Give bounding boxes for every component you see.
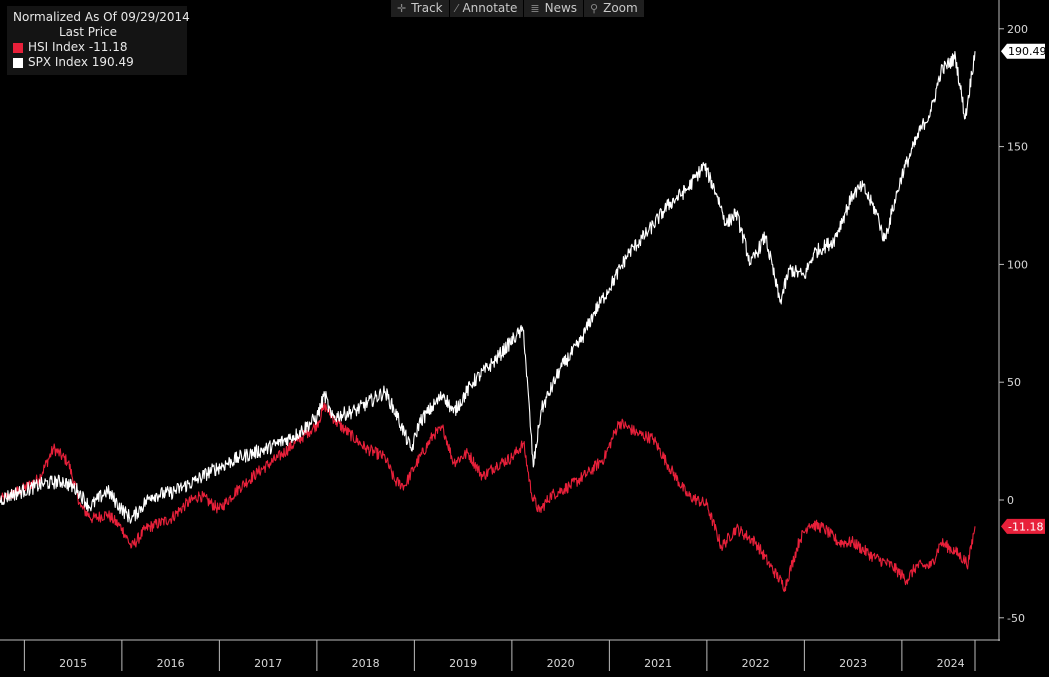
legend-item-hsi: HSI Index -11.18 <box>13 40 181 55</box>
y-tick-label: 0 <box>1007 494 1014 507</box>
x-tick-label: 2015 <box>59 657 87 670</box>
y-tick-label: 200 <box>1007 23 1028 36</box>
hsi-series-line <box>0 402 976 593</box>
x-tick-label: 2018 <box>352 657 380 670</box>
legend-label-hsi: HSI Index -11.18 <box>28 40 128 54</box>
x-tick-label: 2020 <box>547 657 575 670</box>
axis-layer: 200 150 100 50 0 -50 2015 2016 2017 2018 2019 2020 2… <box>0 0 1028 671</box>
x-tick-label: 2021 <box>644 657 672 670</box>
zoom-button[interactable]: ⚲ Zoom <box>584 0 644 17</box>
spx-last-value-label: 190.49 <box>1008 45 1047 58</box>
news-label: News <box>544 1 578 15</box>
chart-toolbar: ✛ Track ⁄ Annotate ≣ News ⚲ Zoom <box>391 0 644 17</box>
track-button[interactable]: ✛ Track <box>391 0 449 17</box>
spx-swatch <box>13 57 23 68</box>
pencil-icon: ⁄ <box>455 2 458 15</box>
series-layer <box>0 50 976 593</box>
hsi-last-value-label: -11.18 <box>1008 520 1043 533</box>
annotate-button[interactable]: ⁄ Annotate <box>449 0 524 17</box>
x-tick-label: 2016 <box>157 657 185 670</box>
y-tick-label: -50 <box>1007 612 1025 625</box>
x-tick-label: 2024 <box>937 657 965 670</box>
chart-title: Normalized As Of 09/29/2014 <box>13 10 190 24</box>
magnifier-icon: ⚲ <box>590 2 599 15</box>
last-value-tags: 190.49 -11.18 <box>1001 43 1047 534</box>
legend: Normalized As Of 09/29/2014 Last Price H… <box>7 6 190 75</box>
x-tick-label: 2022 <box>742 657 770 670</box>
y-tick-label: 50 <box>1007 376 1021 389</box>
news-button[interactable]: ≣ News <box>524 0 584 17</box>
x-tick-label: 2023 <box>839 657 867 670</box>
x-tick-label: 2019 <box>449 657 477 670</box>
y-tick-label: 100 <box>1007 258 1028 271</box>
chart-subtitle: Last Price <box>58 25 118 39</box>
track-label: Track <box>411 1 443 15</box>
legend-item-spx: SPX Index 190.49 <box>13 55 181 70</box>
news-icon: ≣ <box>530 2 540 15</box>
hsi-swatch <box>13 42 23 53</box>
hsi-last-value-tag <box>1001 518 1045 534</box>
annotate-label: Annotate <box>462 1 518 15</box>
y-tick-label: 150 <box>1007 141 1028 154</box>
spx-series-line <box>0 50 976 524</box>
legend-label-spx: SPX Index 190.49 <box>28 55 134 69</box>
x-tick-label: 2017 <box>254 657 282 670</box>
crosshair-icon: ✛ <box>397 2 407 15</box>
spx-last-value-tag <box>1001 43 1045 59</box>
zoom-label: Zoom <box>603 1 638 15</box>
